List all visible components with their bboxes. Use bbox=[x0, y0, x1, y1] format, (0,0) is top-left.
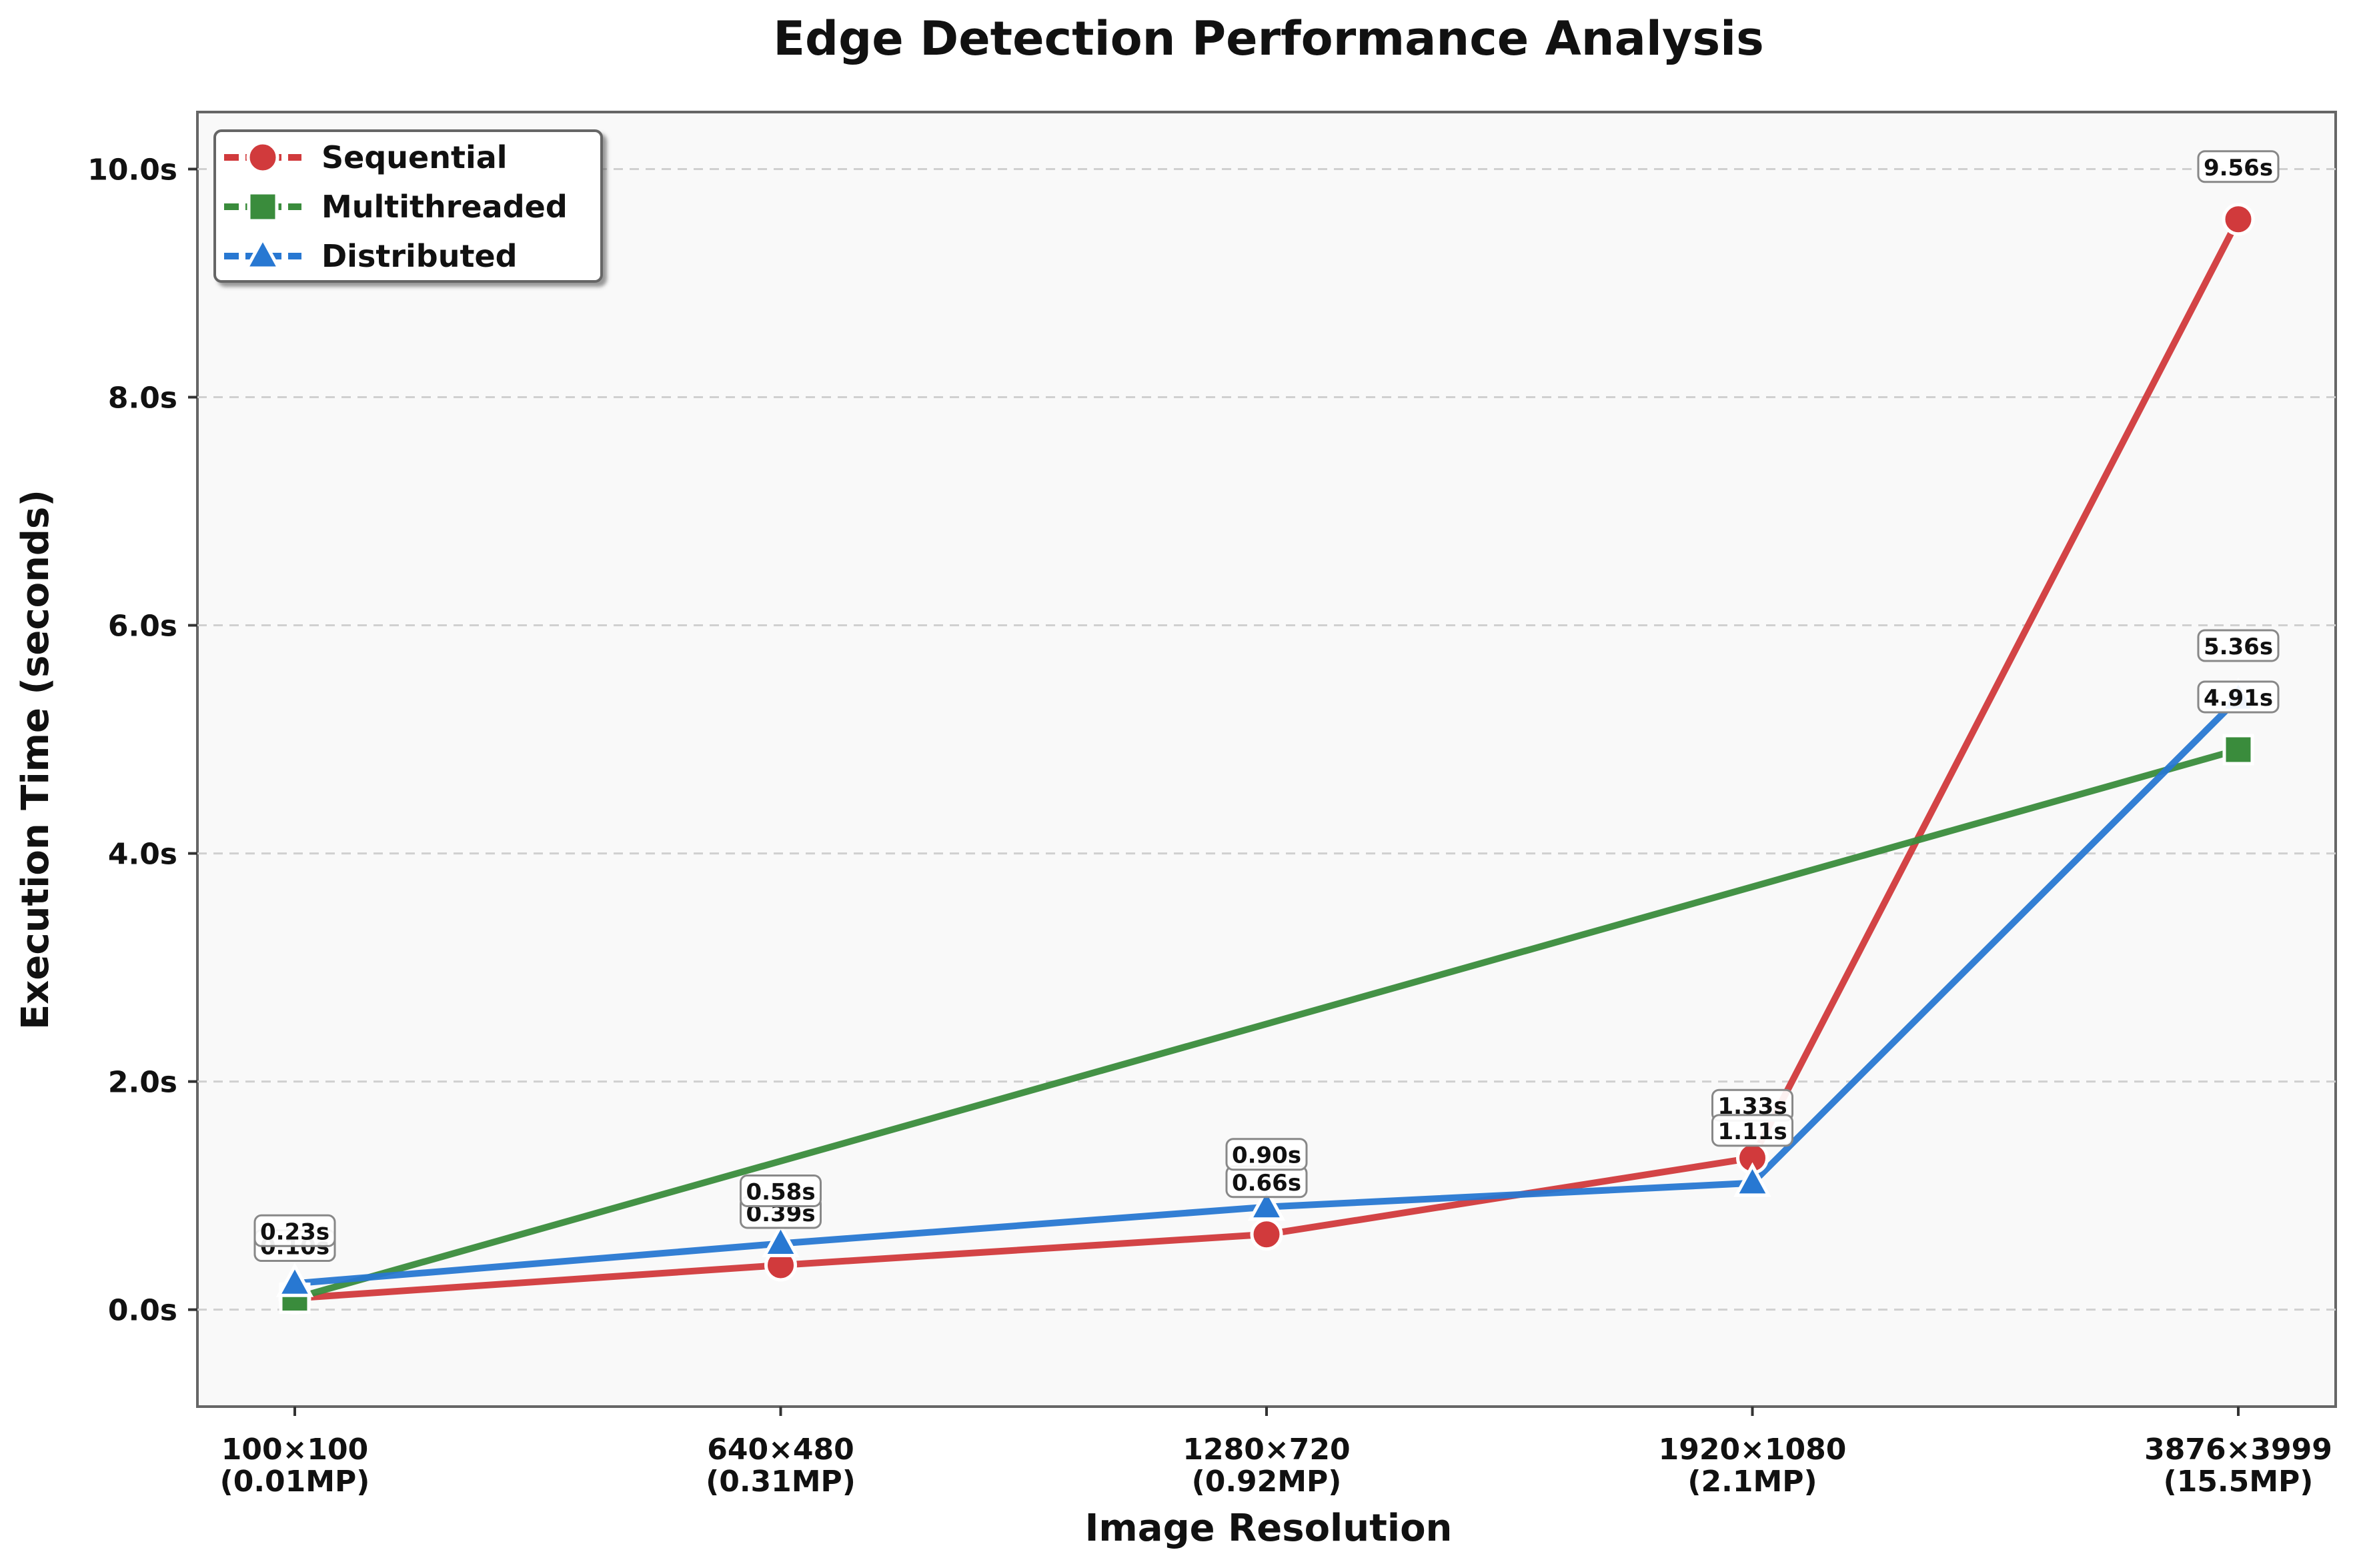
legend-item-distributed: Distributed bbox=[224, 235, 518, 274]
data-label-text: 0.66s bbox=[1232, 1170, 1301, 1197]
legend-marker bbox=[246, 141, 279, 174]
data-label-text: 0.90s bbox=[1232, 1142, 1301, 1169]
data-label-box bbox=[253, 1214, 336, 1247]
data-label-text: 5.36s bbox=[2204, 634, 2273, 660]
data-label-box bbox=[2197, 629, 2280, 662]
series-line-multithreaded bbox=[293, 746, 2240, 1302]
data-label-box bbox=[1711, 1114, 1793, 1147]
x-axis-label: Image Resolution bbox=[1085, 1507, 1453, 1550]
data-label-sequential: 0.66s bbox=[1225, 1165, 1308, 1199]
data-point-distributed bbox=[1247, 1186, 1286, 1221]
y-tick-label: 6.0s bbox=[108, 610, 177, 644]
y-tick-label: 8.0s bbox=[108, 381, 177, 416]
y-tick-label: 0.0s bbox=[108, 1294, 177, 1328]
data-point-sequential bbox=[2222, 203, 2255, 236]
chart-title: Edge Detection Performance Analysis bbox=[773, 11, 1764, 66]
data-label-box bbox=[2197, 150, 2280, 183]
data-label-box bbox=[2197, 680, 2280, 714]
data-point-multithreaded bbox=[2222, 734, 2254, 766]
legend-marker bbox=[243, 235, 282, 270]
x-tick-label: 1280×720 bbox=[1183, 1433, 1350, 1467]
x-tick-label: 3876×3999 bbox=[2144, 1433, 2332, 1467]
x-tick-label: (0.31MP) bbox=[706, 1465, 856, 1499]
data-label-text: 9.56s bbox=[2204, 155, 2273, 181]
y-tick-label: 10.0s bbox=[87, 153, 177, 187]
data-point-distributed bbox=[762, 1223, 800, 1257]
y-tick-label: 2.0s bbox=[108, 1066, 177, 1100]
data-label-box bbox=[1225, 1138, 1308, 1171]
x-tick-label: (0.01MP) bbox=[220, 1465, 370, 1499]
data-label-text: 0.58s bbox=[746, 1179, 815, 1205]
legend-label: Multithreaded bbox=[321, 189, 568, 225]
data-point-distributed bbox=[1733, 1162, 1771, 1197]
legend: Sequential Multithreaded Distributed bbox=[213, 129, 603, 283]
y-axis-label: Execution Time (seconds) bbox=[14, 490, 57, 1030]
legend-item-multithreaded: Multithreaded bbox=[224, 189, 568, 225]
data-point-distributed bbox=[275, 1263, 314, 1297]
legend-box bbox=[213, 129, 603, 283]
legend-label: Sequential bbox=[321, 139, 508, 175]
legend-marker bbox=[247, 191, 279, 223]
tick-layer: 0.0s 2.0s 4.0s 6.0s 8.0s 10.0s 100×100(0.01MP)… bbox=[87, 153, 2332, 1499]
x-tick-label: 1920×1080 bbox=[1659, 1433, 1847, 1467]
x-tick-label: 100×100 bbox=[221, 1433, 369, 1467]
x-tick-label: 640×480 bbox=[707, 1433, 854, 1467]
data-label-distributed: 0.58s bbox=[740, 1174, 822, 1207]
data-label-multithreaded: 4.91s bbox=[2197, 680, 2280, 714]
data-label-text: 4.91s bbox=[2204, 685, 2273, 712]
x-tick-label: (15.5MP) bbox=[2164, 1465, 2314, 1499]
data-point-sequential bbox=[1250, 1218, 1283, 1251]
data-label-text: 1.11s bbox=[1717, 1118, 1787, 1145]
data-label-sequential: 9.56s bbox=[2197, 150, 2280, 183]
legend-label: Distributed bbox=[321, 238, 518, 274]
y-tick-label: 4.0s bbox=[108, 838, 177, 872]
x-tick-label: (0.92MP) bbox=[1192, 1465, 1342, 1499]
legend-item-sequential: Sequential bbox=[224, 139, 508, 175]
data-label-distributed: 0.90s bbox=[1225, 1138, 1308, 1171]
data-label-layer: 0.10s0.39s0.66s1.33s9.56s0.10s4.91s0.23s… bbox=[253, 150, 2280, 1263]
data-label-text: 0.23s bbox=[260, 1219, 329, 1245]
x-tick-label: (2.1MP) bbox=[1687, 1465, 1817, 1499]
data-label-distributed: 1.11s bbox=[1711, 1114, 1793, 1147]
data-label-distributed: 5.36s bbox=[2197, 629, 2280, 662]
data-label-box bbox=[740, 1174, 822, 1207]
data-label-distributed: 0.23s bbox=[253, 1214, 336, 1247]
